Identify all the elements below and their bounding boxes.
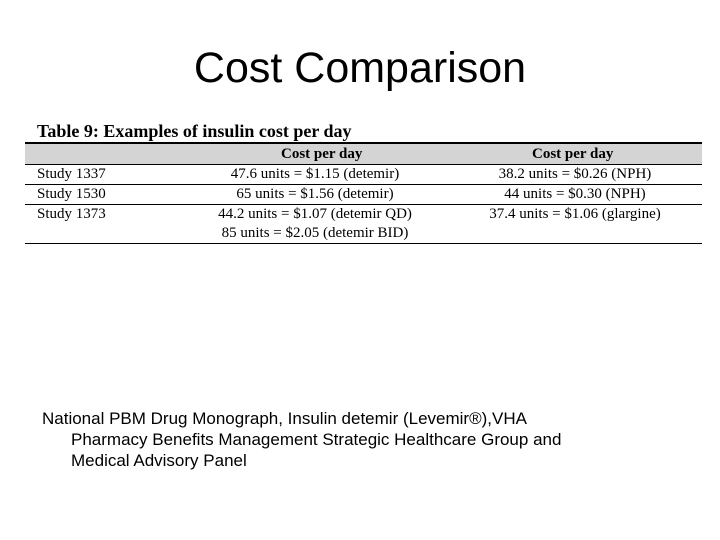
header-cost-per-day-comparator: Cost per day bbox=[532, 146, 614, 162]
study-name-cell: Study 1373 bbox=[37, 206, 106, 222]
citation-line: Medical Advisory Panel bbox=[71, 451, 247, 470]
comparator-cost-cell: 38.2 units = $0.26 (NPH) bbox=[498, 166, 652, 182]
header-cost-per-day-detemir: Cost per day bbox=[281, 146, 363, 162]
study-name-cell: Study 1337 bbox=[37, 166, 106, 182]
comparator-cost-cell: 37.4 units = $1.06 (glargine) bbox=[489, 206, 661, 222]
citation-line: National PBM Drug Monograph, Insulin det… bbox=[42, 409, 527, 428]
slide-title: Cost Comparison bbox=[193, 44, 527, 92]
study-name-cell: Study 1530 bbox=[37, 186, 106, 202]
table-row: Study 1373 44.2 units = $1.07 (detemir Q… bbox=[25, 205, 702, 244]
table-row: Study 1337 47.6 units = $1.15 (detemir) … bbox=[25, 165, 702, 185]
table-row: Study 1530 65 units = $1.56 (detemir) 44… bbox=[25, 185, 702, 205]
detemir-cost-cell: 44.2 units = $1.07 (detemir QD) bbox=[218, 206, 412, 222]
table-header-row: Cost per day Cost per day bbox=[25, 142, 702, 165]
source-citation: National PBM Drug Monograph, Insulin det… bbox=[42, 408, 682, 471]
detemir-bid-cost-cell: 85 units = $2.05 (detemir BID) bbox=[221, 225, 409, 241]
table-caption: Table 9: Examples of insulin cost per da… bbox=[37, 121, 352, 141]
detemir-cost-cell: 65 units = $1.56 (detemir) bbox=[236, 186, 394, 202]
detemir-cost-cell: 47.6 units = $1.15 (detemir) bbox=[230, 166, 400, 182]
comparator-cost-cell: 44 units = $0.30 (NPH) bbox=[504, 186, 646, 202]
citation-line: Pharmacy Benefits Management Strategic H… bbox=[71, 430, 562, 449]
